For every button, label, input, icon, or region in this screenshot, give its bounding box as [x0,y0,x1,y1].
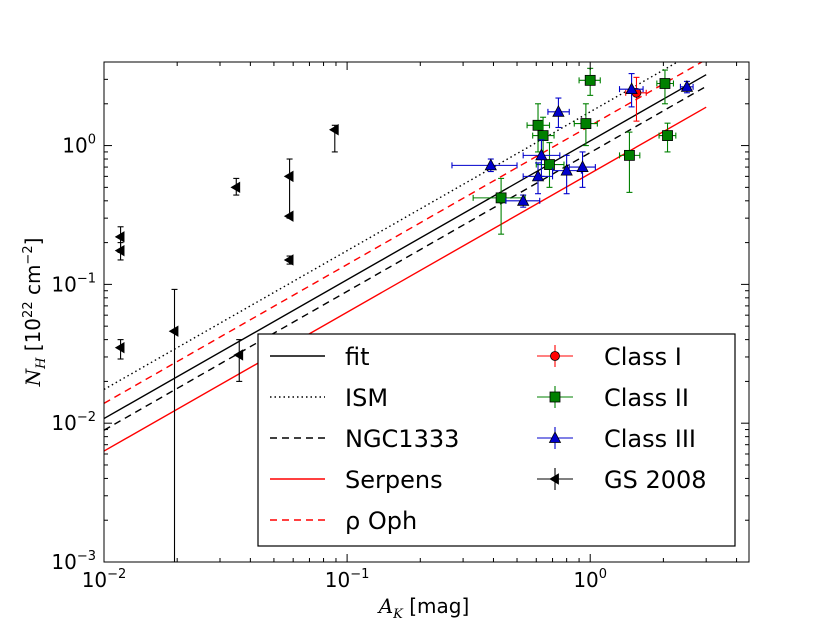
class-iii-series [451,73,694,208]
gs-2008-point [114,244,125,257]
gs-2008-point [114,341,125,354]
legend-class-ii-label: Class II [604,384,689,412]
y-tick-exp: −3 [77,549,96,564]
y-axis-unit-prefix: [10 [21,318,45,351]
class-ii-point [662,130,673,141]
legend-box [257,333,736,547]
gs-2008-point [168,325,179,337]
class-ii-point [624,149,635,161]
class-iii-point [517,193,530,206]
x-axis-sub: K [392,607,404,622]
x-tick-exp: 0 [599,567,607,582]
x-axis-unit: [mag] [409,594,469,618]
legend-lines: fit ISM NGC1333 Serpens ρ Oph [270,343,459,535]
x-tick-base: 10 [82,568,107,592]
y-axis-label: NH [1022 cm−2] [21,238,49,388]
legend-fit-label: fit [345,343,370,371]
gs-2008-point [329,124,339,136]
fit-line [104,74,707,420]
legend-class-i-label: Class I [604,343,682,371]
class-ii-point [544,159,555,170]
x-tick-base: 10 [573,568,598,592]
legend-class-i-marker [550,351,560,361]
y-axis-unit-exp: 22 [21,301,36,318]
legend-gs-2008-label: GS 2008 [604,466,707,494]
rho-oph-line [104,62,704,404]
legend-serpens-label: Serpens [345,466,443,494]
class-ii-point [495,192,507,204]
gs-2008-point [233,349,244,361]
legend-series: Class I Class II Class III GS 2008 [537,343,707,494]
y-tick-exp: −1 [77,271,96,286]
gs-2008-point [283,170,294,183]
class-ii-point [532,119,544,131]
y-tick-exp: −2 [77,410,96,425]
gs-2008-point [230,181,241,194]
class-ii-point [580,118,592,129]
legend-class-iii-marker [548,431,562,443]
gs-2008-series [114,124,339,562]
class-iii-point [535,148,548,161]
y-tick-base: 10 [51,550,76,574]
class-iii-point [531,169,545,182]
y-tick-base: 10 [51,272,76,296]
y-tick-label: 10−1 [51,271,96,296]
y-tick-label: 100 [62,133,96,158]
y-axis-sub: H [34,357,49,370]
class-iii-point [680,79,694,92]
serpens-line [104,106,707,452]
y-axis-unit-suffix: ] [21,238,45,246]
y-tick-base: 10 [62,134,87,158]
plot-border [103,61,750,563]
class-iii-point [576,160,589,172]
y-axis-unit-exp2: −2 [21,245,36,264]
x-tick-labels: 10−2 10−1 100 [82,567,607,592]
gs-2008-point [283,254,294,266]
legend-rho-oph-label: ρ Oph [345,507,417,535]
y-tick-exp: 0 [88,133,96,148]
y-tick-label: 10−2 [51,410,96,435]
legend-class-iii-label: Class III [604,425,696,453]
class-iii-point [552,104,565,117]
ism-line [104,62,679,391]
class-iii-point [484,158,497,171]
x-tick-exp: −2 [107,567,126,582]
class-ii-point [659,78,671,89]
legend-gs-2008-marker [549,473,559,485]
y-tick-base: 10 [51,411,76,435]
class-ii-point [584,74,596,86]
legend-class-ii-marker [549,391,561,403]
x-axis-label: AK [mag] [377,594,470,622]
x-tick-label: 10−2 [82,567,127,592]
y-axis-base: N [21,367,45,387]
x-axis-base: A [377,594,393,618]
data-points [114,67,694,562]
ngc1333-line [104,85,707,431]
class-ii-point [537,130,549,141]
gs-2008-point [283,210,294,222]
legend-ngc1333-label: NGC1333 [345,425,459,453]
x-tick-label: 10−1 [325,567,370,592]
x-tick-exp: −1 [350,567,369,582]
reference-lines [104,62,707,452]
class-iii-point [625,82,638,95]
y-tick-label: 10−3 [51,549,96,574]
y-axis-unit-mid: cm [21,265,45,302]
gs-2008-point [114,231,125,243]
legend-ism-label: ISM [345,384,388,412]
x-tick-label: 100 [573,567,607,592]
x-tick-base: 10 [325,568,350,592]
